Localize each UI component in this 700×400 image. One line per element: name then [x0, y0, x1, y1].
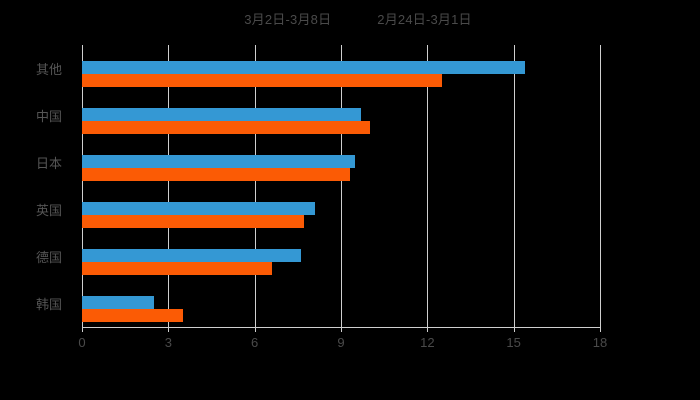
gridline-x-9 [341, 45, 342, 327]
bar[interactable] [82, 61, 526, 74]
chart-legend: 3月2日-3月8日 2月24日-3月1日 [0, 7, 700, 31]
legend-marker-circle-icon [228, 15, 237, 24]
bar[interactable] [82, 296, 154, 309]
bar[interactable] [82, 262, 272, 275]
y-axis-category-labels: 其他中国日本英国德国韩国 [0, 45, 72, 327]
x-tick-label-12: 12 [420, 335, 435, 350]
legend-item-series-1[interactable]: 2月24日-3月1日 [361, 13, 471, 26]
x-tick-mark-15 [513, 327, 515, 332]
category-band [82, 92, 600, 139]
gridline-x-12 [427, 45, 429, 327]
bar[interactable] [82, 309, 183, 322]
x-tick-label-3: 3 [164, 335, 172, 350]
plot-area [82, 45, 601, 327]
x-tick-label-15: 15 [506, 335, 521, 350]
x-tick-mark-9 [341, 327, 342, 332]
bar[interactable] [82, 215, 304, 228]
gridline-x-18 [600, 45, 601, 327]
bar[interactable] [82, 121, 370, 134]
category-band [82, 280, 600, 327]
legend-marker-square-icon [361, 15, 370, 24]
bar[interactable] [82, 108, 362, 121]
bar[interactable] [82, 168, 350, 181]
bar[interactable] [82, 155, 356, 168]
category-band [82, 233, 600, 280]
bar[interactable] [82, 249, 301, 262]
x-tick-mark-6 [254, 327, 256, 332]
gridline-x-6 [254, 45, 256, 327]
x-tick-label-9: 9 [337, 335, 345, 350]
y-axis-label-0: 其他 [35, 62, 62, 77]
y-axis-label-3: 英国 [35, 203, 62, 218]
x-tick-mark-12 [427, 327, 429, 332]
bar[interactable] [82, 202, 316, 215]
x-tick-label-0: 0 [78, 335, 86, 350]
x-tick-mark-18 [600, 327, 601, 332]
gridline-x-3 [168, 45, 170, 327]
legend-item-series-0[interactable]: 3月2日-3月8日 [228, 13, 331, 26]
x-tick-mark-0 [82, 327, 83, 332]
legend-label-series-1: 2月24日-3月1日 [377, 11, 472, 27]
category-band [82, 139, 600, 186]
gridline-x-0 [82, 45, 83, 327]
legend-label-series-0: 3月2日-3月8日 [244, 11, 332, 27]
gridline-x-15 [513, 45, 515, 327]
category-band [82, 186, 600, 233]
bar[interactable] [82, 74, 442, 87]
x-tick-mark-3 [168, 327, 170, 332]
y-axis-label-5: 韩国 [35, 297, 62, 312]
x-tick-label-18: 18 [592, 335, 608, 350]
y-axis-label-1: 中国 [35, 109, 62, 124]
y-axis-label-2: 日本 [35, 156, 62, 171]
y-axis-label-4: 德国 [35, 250, 62, 265]
category-band [82, 45, 600, 92]
x-tick-label-6: 6 [251, 335, 259, 350]
